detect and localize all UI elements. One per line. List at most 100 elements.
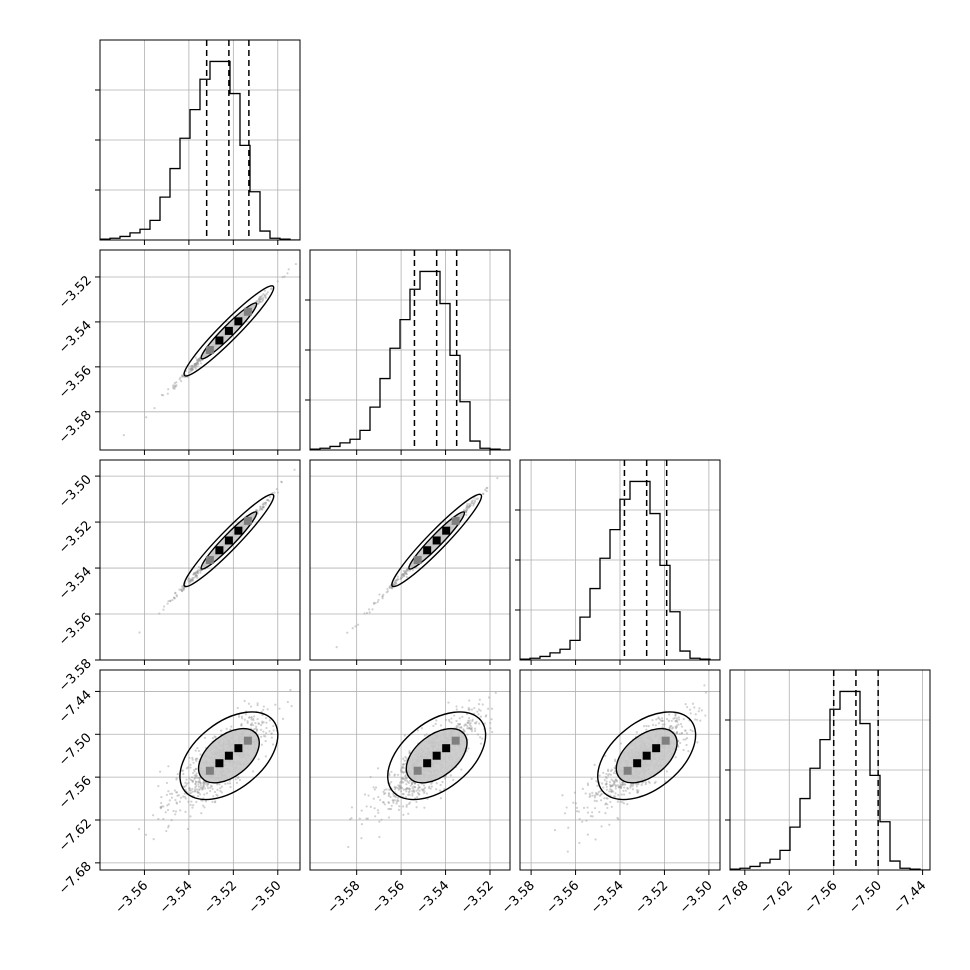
scatter-point <box>622 802 626 805</box>
scatter-point <box>195 574 198 577</box>
scatter-point <box>553 829 557 832</box>
scatter-point <box>404 779 407 782</box>
scatter-point <box>401 786 404 790</box>
scatter-point <box>182 586 185 590</box>
scatter-point <box>402 574 405 577</box>
scatter-point <box>421 789 425 792</box>
scatter-point <box>408 751 411 754</box>
scatter-point <box>470 726 473 729</box>
scatter-point <box>220 791 224 794</box>
scatter-point <box>346 631 349 634</box>
scatter-point <box>452 778 455 781</box>
scatter-point <box>413 782 416 785</box>
scatter-point <box>203 783 206 786</box>
scatter-point <box>196 571 199 575</box>
scatter-point <box>269 287 273 291</box>
histogram-step <box>310 270 510 450</box>
scatter-point <box>400 576 403 579</box>
scatter-point <box>407 793 410 796</box>
scatter-point <box>181 374 184 378</box>
scatter-point <box>191 366 195 369</box>
scatter-point <box>270 736 273 739</box>
scatter-point <box>387 807 390 811</box>
scatter-point <box>465 508 468 511</box>
scatter-point <box>192 804 195 807</box>
scatter-point <box>610 778 613 781</box>
scatter-point <box>189 766 192 769</box>
scatter-point <box>407 812 410 815</box>
scatter-point <box>372 786 375 789</box>
scatter-point <box>194 767 198 771</box>
scatter-point <box>197 357 200 361</box>
scatter-point <box>402 763 405 766</box>
scatter-point <box>393 799 396 802</box>
scatter-point <box>159 770 162 773</box>
scatter-point <box>256 299 259 302</box>
x-tick-label: −3.58 <box>499 878 538 917</box>
scatter-point <box>578 817 581 821</box>
scatter-point <box>266 291 269 294</box>
scatter-point <box>381 597 384 600</box>
scatter-point <box>194 782 197 786</box>
scatter-point <box>205 792 209 795</box>
scatter-point <box>194 786 197 789</box>
scatter-point <box>175 791 179 794</box>
scatter-point <box>202 782 205 785</box>
scatter-point <box>631 785 634 788</box>
scatter-point <box>402 757 405 760</box>
scatter-point <box>604 803 607 806</box>
scatter-point <box>169 600 172 603</box>
scatter-point <box>466 508 469 512</box>
scatter-point <box>210 785 213 788</box>
scatter-point <box>467 719 470 722</box>
scatter-point <box>198 359 202 362</box>
scatter-point <box>467 502 471 506</box>
scatter-point <box>412 789 415 793</box>
scatter-point <box>252 719 255 722</box>
scatter-point <box>407 787 411 790</box>
scatter-point <box>703 684 706 687</box>
scatter-point <box>472 504 475 507</box>
scatter-point <box>196 360 199 363</box>
scatter-point <box>266 499 270 502</box>
scatter-point <box>405 568 409 571</box>
scatter-point <box>184 781 187 784</box>
scatter-point <box>261 503 264 506</box>
scatter-point <box>478 722 481 725</box>
scatter-point <box>396 787 400 790</box>
scatter-point <box>175 594 178 597</box>
scatter-point <box>172 809 175 813</box>
scatter-point <box>191 790 194 793</box>
scatter-point <box>471 719 474 723</box>
scatter-point <box>605 782 608 785</box>
y-tick-label: −3.58 <box>56 656 95 695</box>
scatter-point <box>196 359 199 362</box>
scatter-point <box>684 738 687 741</box>
scatter-point <box>603 797 606 800</box>
scatter-point <box>225 727 228 730</box>
scatter-point <box>474 727 477 730</box>
scatter-point <box>261 299 265 302</box>
scatter-point <box>644 783 647 786</box>
scatter-point <box>470 502 473 505</box>
scatter-point <box>173 387 176 390</box>
scatter-point <box>166 602 169 605</box>
scatter-point <box>196 790 199 793</box>
contour-outer <box>183 493 275 588</box>
scatter-point <box>465 510 468 514</box>
scatter-point <box>187 371 191 374</box>
scatter-point <box>405 787 408 790</box>
x-tick-label: −3.54 <box>414 878 453 917</box>
scatter-point <box>393 785 396 789</box>
scatter-point <box>458 717 461 720</box>
density-layer <box>122 262 298 437</box>
scatter-point <box>365 805 368 808</box>
scatter-point <box>174 798 177 802</box>
scatter-point <box>585 819 588 822</box>
scatter-point <box>238 778 242 782</box>
density-cell <box>432 536 441 545</box>
density-cell <box>243 307 252 316</box>
scatter-point <box>685 743 688 747</box>
scatter-point <box>629 784 632 788</box>
scatter-point <box>196 791 200 794</box>
